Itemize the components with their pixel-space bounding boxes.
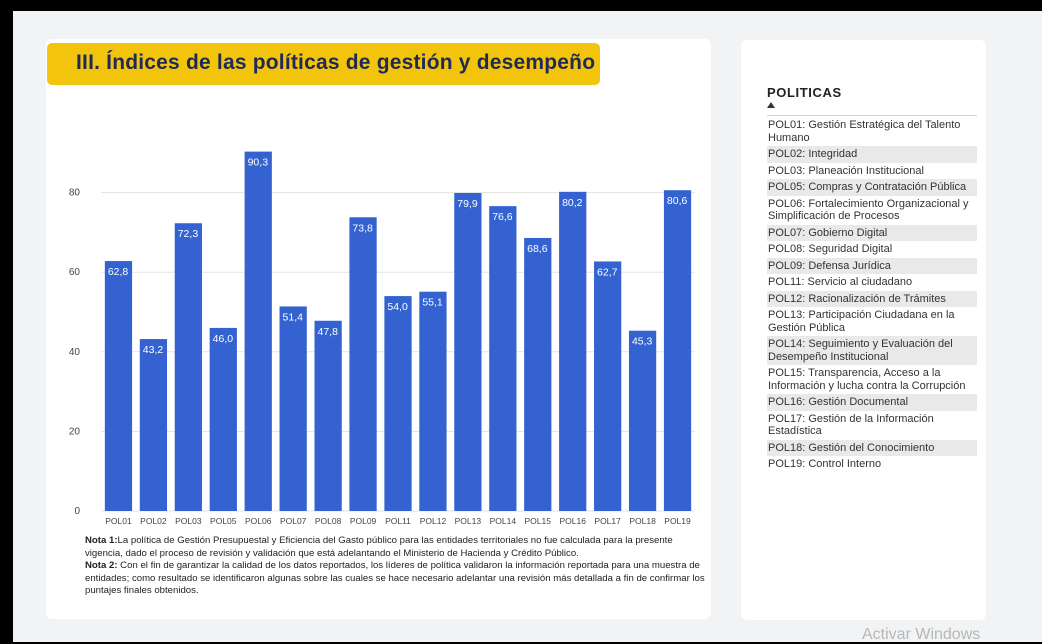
x-tick-label: POL17 — [594, 516, 621, 526]
legend-divider — [767, 115, 977, 116]
x-tick-label: POL15 — [525, 516, 552, 526]
bar — [559, 191, 587, 511]
bar — [594, 261, 622, 511]
bar-value-label: 51,4 — [283, 311, 304, 323]
bar-value-label: 45,3 — [632, 336, 653, 348]
bar — [489, 206, 517, 511]
legend-item: POL03: Planeación Institucional — [768, 164, 924, 177]
note-2-text: Con el fin de garantizar la calidad de l… — [85, 560, 705, 597]
x-tick-label: POL16 — [559, 516, 586, 526]
bar — [349, 217, 377, 511]
note-2-label: Nota 2: — [85, 560, 118, 572]
bar-value-label: 76,6 — [492, 211, 513, 223]
x-tick-label: POL11 — [385, 516, 411, 526]
page-title: III. Índices de las políticas de gestión… — [47, 43, 600, 85]
x-tick-label: POL09 — [350, 516, 377, 526]
y-tick-label: 60 — [69, 267, 81, 278]
bar-value-label: 46,0 — [213, 333, 234, 345]
legend-list: POL01: Gestión Estratégica del Talento H… — [767, 117, 977, 473]
bar — [384, 296, 412, 511]
x-tick-label: POL05 — [210, 516, 237, 526]
x-tick-label: POL18 — [629, 516, 656, 526]
bar — [419, 291, 447, 511]
y-tick-label: 40 — [69, 347, 81, 358]
legend-item: POL17: Gestión de la Información Estadís… — [768, 412, 934, 438]
x-tick-label: POL13 — [455, 516, 482, 526]
bar — [104, 261, 133, 511]
legend-item: POL18: Gestión del Conocimiento — [767, 439, 977, 456]
bar-value-label: 80,6 — [667, 195, 688, 207]
x-tick-label: POL07 — [280, 516, 307, 526]
legend-item: POL08: Seguridad Digital — [768, 243, 893, 255]
bar — [524, 237, 552, 512]
bar-value-label: 62,7 — [597, 266, 618, 278]
bar — [454, 192, 482, 512]
bar — [139, 339, 168, 511]
y-tick-label: 0 — [74, 506, 80, 517]
bar-value-label: 72,3 — [178, 228, 199, 240]
bar-value-label: 79,9 — [457, 198, 478, 210]
bar-value-label: 43,2 — [143, 344, 164, 356]
x-tick-label: POL19 — [664, 516, 691, 526]
legend-item: POL02: Integridad — [767, 146, 977, 163]
note-2: Nota 2: Con el fin de garantizar la cali… — [85, 560, 705, 598]
x-tick-label: POL12 — [420, 516, 447, 526]
note-1: Nota 1:La política de Gestión Presupuest… — [85, 535, 705, 560]
bar — [314, 320, 342, 511]
bar — [663, 190, 692, 511]
chart-notes: Nota 1:La política de Gestión Presupuest… — [85, 535, 705, 598]
x-tick-label: POL03 — [175, 516, 202, 526]
bar — [279, 306, 307, 511]
bar-value-label: 68,6 — [527, 243, 548, 255]
x-tick-label: POL01 — [105, 516, 132, 526]
bar-value-label: 55,1 — [422, 297, 443, 309]
legend-item: POL15: Transparencia, Acceso a la Inform… — [768, 367, 966, 392]
legend-item: POL07: Gobierno Digital — [767, 224, 977, 241]
sort-ascending-icon[interactable] — [767, 102, 775, 108]
y-tick-label: 80 — [69, 188, 81, 199]
bar — [628, 330, 657, 511]
bar-value-label: 90,3 — [248, 157, 269, 169]
legend-item: POL19: Control Interno — [768, 458, 882, 470]
note-1-text: La política de Gestión Presupuestal y Ef… — [85, 535, 673, 559]
legend-item: POL01: Gestión Estratégica del Talento H… — [768, 119, 961, 144]
x-tick-label: POL02 — [140, 516, 167, 526]
legend-item: POL05: Compras y Contratación Pública — [767, 179, 977, 196]
legend-item: POL13: Participación Ciudadana en la Ges… — [768, 309, 955, 334]
legend-title[interactable]: POLITICAS — [767, 85, 842, 100]
legend-item: POL06: Fortalecimiento Organizacional y … — [768, 197, 969, 223]
bar-value-label: 73,8 — [352, 222, 373, 234]
legend-panel — [741, 40, 986, 620]
bar-value-label: 80,2 — [562, 197, 583, 209]
y-tick-label: 20 — [69, 426, 81, 437]
legend-item: POL14: Seguimiento y Evaluación del Dese… — [767, 336, 977, 365]
x-tick-label: POL06 — [245, 516, 272, 526]
bar — [244, 151, 272, 511]
legend-item: POL11: Servicio al ciudadano — [768, 276, 913, 288]
bar-value-label: 47,8 — [317, 326, 338, 338]
bar — [174, 223, 202, 511]
note-1-label: Nota 1: — [85, 535, 118, 546]
bar-value-label: 54,0 — [387, 301, 408, 313]
legend-item: POL12: Racionalización de Trámites — [767, 290, 977, 307]
x-tick-label: POL14 — [490, 516, 517, 526]
legend-item: POL09: Defensa Jurídica — [767, 257, 977, 274]
x-tick-label: POL08 — [315, 516, 342, 526]
legend-item: POL16: Gestión Documental — [767, 394, 977, 411]
bar — [209, 327, 237, 511]
bar-value-label: 62,8 — [108, 266, 129, 278]
activation-watermark: Activar Windows — [862, 626, 981, 643]
